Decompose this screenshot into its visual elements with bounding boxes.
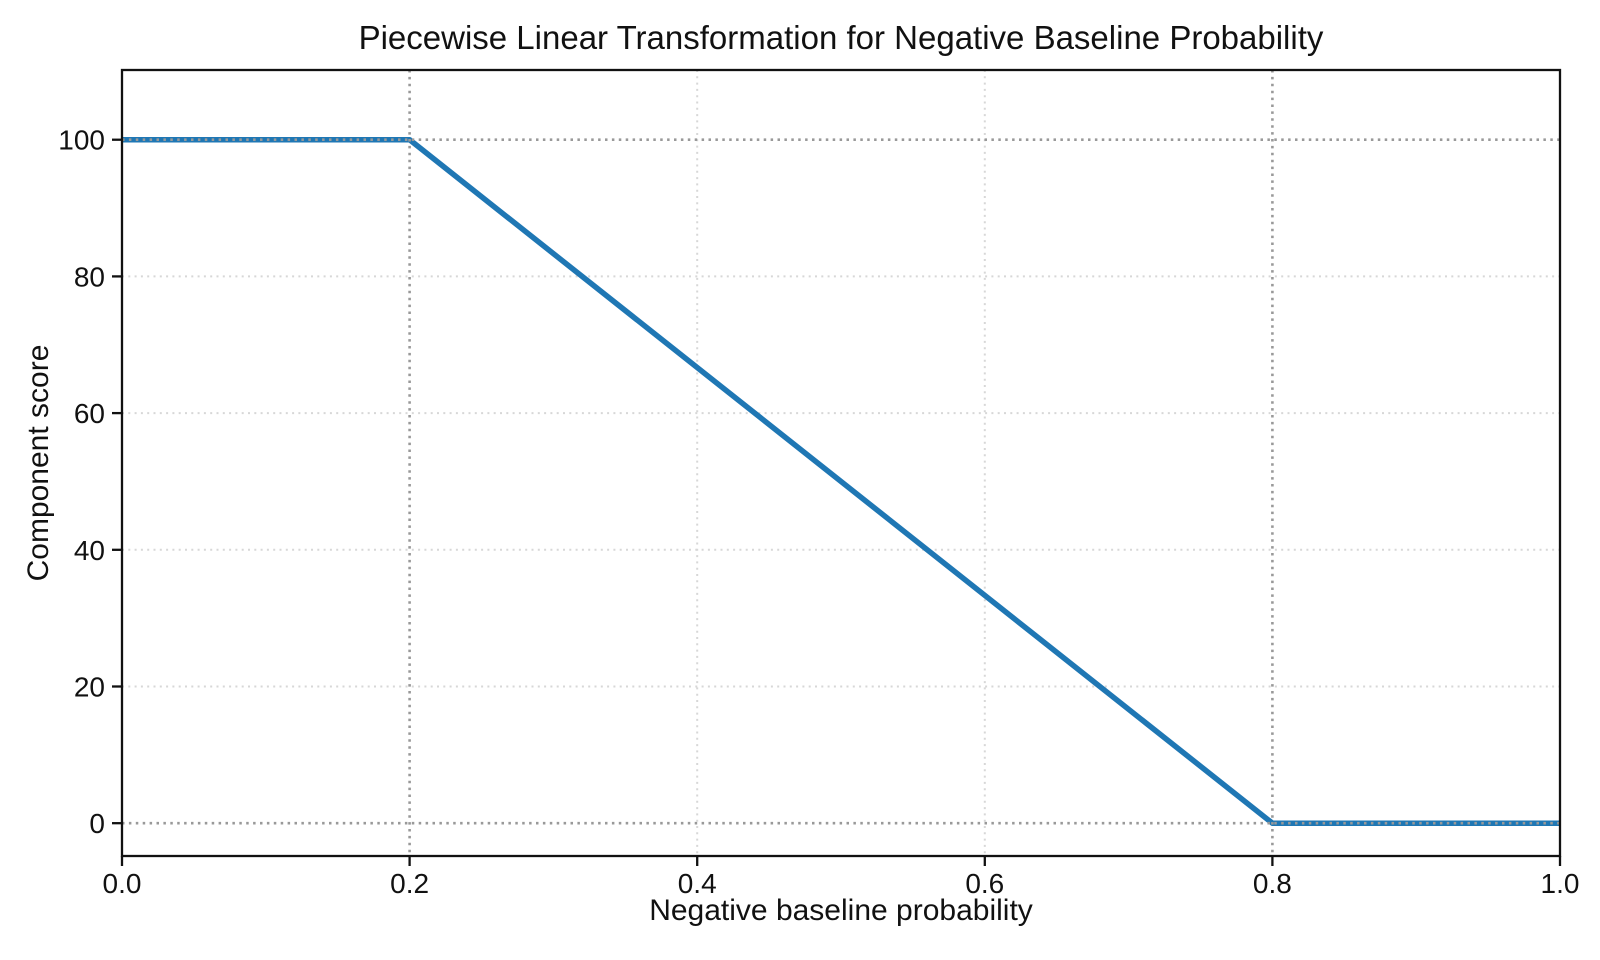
y-tick-label: 100 [58, 125, 105, 156]
x-tick-label: 0.6 [965, 868, 1004, 899]
plot-border [120, 68, 1562, 858]
chart-title: Piecewise Linear Transformation for Nega… [358, 19, 1324, 56]
x-tick-label: 0.4 [678, 868, 717, 899]
y-tick-label: 20 [74, 671, 105, 702]
x-axis-label: Negative baseline probability [649, 894, 1033, 927]
y-tick-label: 40 [74, 535, 105, 566]
x-tick-label: 1.0 [1541, 868, 1580, 899]
y-tick-label: 0 [89, 808, 105, 839]
x-tick-label: 0.8 [1253, 868, 1292, 899]
y-tick-label: 60 [74, 398, 105, 429]
x-tick-label: 0.2 [390, 868, 429, 899]
series-line [122, 136, 1560, 826]
y-tick-label: 80 [74, 261, 105, 292]
x-tick-label: 0.0 [103, 868, 142, 899]
